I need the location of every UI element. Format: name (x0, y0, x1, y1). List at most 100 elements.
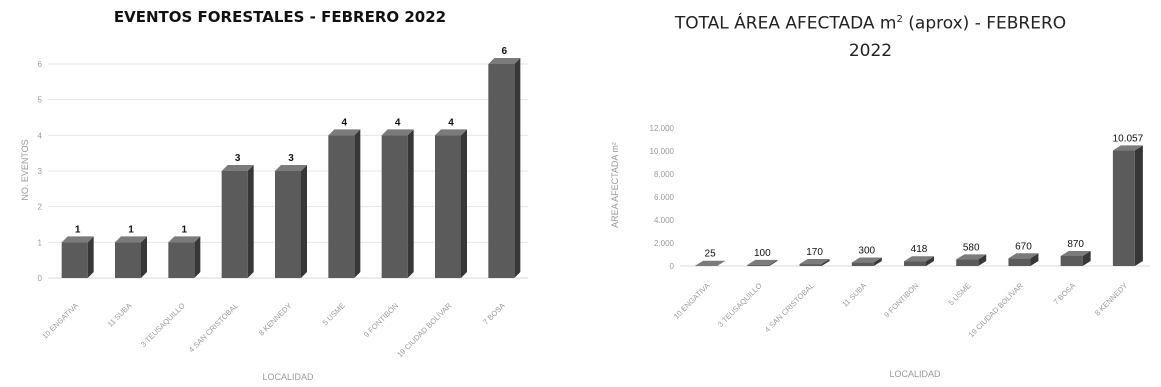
bar-side (1134, 145, 1143, 266)
bar (435, 129, 467, 278)
bar-top (61, 236, 94, 243)
chart-title: TOTAL ÁREA AFECTADA m2 (aprox) - FEBRERO… (580, 6, 1161, 65)
bar (221, 165, 254, 278)
bar-front (799, 264, 822, 266)
bar-front (1060, 255, 1083, 266)
data-label: 4 (395, 117, 401, 128)
data-label: 4 (448, 117, 454, 128)
bar-side (407, 129, 414, 278)
bar-top (904, 256, 934, 262)
bar-top (275, 165, 307, 171)
bar (328, 129, 361, 278)
bar-front (1112, 150, 1135, 266)
bar (275, 165, 307, 278)
data-label: 25 (705, 249, 717, 260)
y-tick-label: 12.000 (650, 124, 675, 133)
bar-front (328, 135, 355, 278)
y-tick-label: 1 (38, 238, 43, 247)
chart-eventos-forestales: EVENTOS FORESTALES - FEBRERO 2022 0 1 2 3 4 5… (0, 0, 560, 387)
x-axis-title: LOCALIDAD (262, 372, 314, 382)
x-tick-label: 10 ENGATIVA (40, 301, 80, 341)
x-axis-title: LOCALIDAD (889, 369, 941, 379)
bar-top (851, 257, 882, 263)
data-label: 1 (182, 224, 188, 235)
x-tick-label: 9 FONTIBÓN (882, 281, 920, 319)
y-axis-title: AREA AFECTADA m² (610, 142, 620, 228)
bar-side (1082, 250, 1091, 266)
title-line2: 2022 (848, 40, 893, 61)
x-tick-label: 11 SUBA (840, 281, 868, 309)
bar-front (904, 261, 926, 266)
data-label: 580 (963, 242, 980, 253)
title-tail: (aprox) - FEBRERO (902, 13, 1067, 34)
bar-side (1030, 253, 1039, 266)
bar-side (717, 260, 726, 266)
y-tick-label: 5 (38, 96, 43, 105)
bar-top (695, 260, 726, 266)
bar-side (461, 129, 467, 278)
x-tick-label: 4 SAN CRISTOBAL (187, 301, 240, 354)
bar-top (381, 129, 414, 136)
y-tick-label: 8.000 (654, 170, 675, 179)
x-tick-label: 19 CIUDAD BOLÍVAR (395, 301, 454, 360)
bar-top (956, 254, 987, 260)
x-tick-label: 5 USME (321, 301, 347, 327)
bar-side (873, 257, 882, 266)
bar (61, 236, 94, 278)
data-label: 870 (1067, 239, 1084, 250)
bar (1060, 250, 1091, 266)
data-label: 300 (858, 246, 875, 257)
data-label: 1 (75, 224, 81, 235)
y-tick-label: 6.000 (654, 193, 675, 202)
data-label: 170 (806, 247, 823, 258)
bar-front (956, 259, 979, 266)
x-tick-label: 4 SAN CRISTOBAL (763, 281, 816, 334)
x-tick-label: 3 TEUSAQUILLO (716, 281, 764, 329)
bar-front (115, 242, 141, 278)
bar-side (194, 236, 201, 278)
data-label: 4 (342, 117, 348, 128)
bar-top (1008, 253, 1039, 259)
y-tick-label: 6 (38, 60, 43, 69)
x-tick-label: 3 TEUSAQUILLO (139, 301, 187, 349)
bar (747, 259, 778, 266)
y-tick-label: 4 (38, 131, 43, 140)
bar (904, 256, 934, 266)
bar-front (61, 242, 88, 278)
bar-top (328, 129, 361, 136)
x-tick-label: 5 USME (947, 281, 973, 307)
bar-side (514, 58, 521, 278)
bar-side (87, 236, 94, 278)
bar-side (301, 165, 307, 278)
bar (488, 58, 521, 278)
bar-side (354, 129, 361, 278)
bar (1112, 145, 1143, 266)
bar-side (247, 165, 254, 278)
bar-front (381, 135, 408, 278)
y-tick-label: 3 (38, 167, 43, 176)
bar-front (1008, 258, 1031, 266)
y-tick-label: 10.000 (650, 147, 675, 156)
y-axis-title: NO. EVENTOS (20, 139, 30, 200)
chart-plot-area: 0 2.000 4.000 6.000 8.000 10.000 12.000 25 10 EN… (610, 124, 1150, 379)
bar-side (978, 254, 987, 266)
x-tick-label: 8 KENNEDY (257, 301, 293, 337)
x-tick-label: 9 FONTIBÓN (362, 301, 400, 339)
title-main: TOTAL ÁREA AFECTADA m (674, 13, 897, 34)
bar (851, 257, 882, 266)
bar-side (141, 236, 147, 278)
bar (956, 254, 987, 266)
data-label: 10.057 (1113, 133, 1144, 144)
bar-top (747, 259, 778, 265)
bar-front (168, 242, 195, 278)
chart-area-afectada: TOTAL ÁREA AFECTADA m2 (aprox) - FEBRERO… (580, 0, 1161, 387)
bar-top (221, 165, 254, 171)
bar-front (747, 264, 770, 266)
bar-top (115, 236, 147, 243)
chart-title: EVENTOS FORESTALES - FEBRERO 2022 (113, 8, 447, 26)
y-tick-label: 4.000 (654, 216, 675, 225)
bar (168, 236, 201, 278)
chart-plot-area: 0 1 2 3 4 5 6 1 10 ENGATIVA 1 11 SUBA 1 3 TEUSAQUILL… (20, 46, 528, 382)
data-label: 670 (1015, 241, 1032, 252)
data-label: 1 (128, 224, 134, 235)
